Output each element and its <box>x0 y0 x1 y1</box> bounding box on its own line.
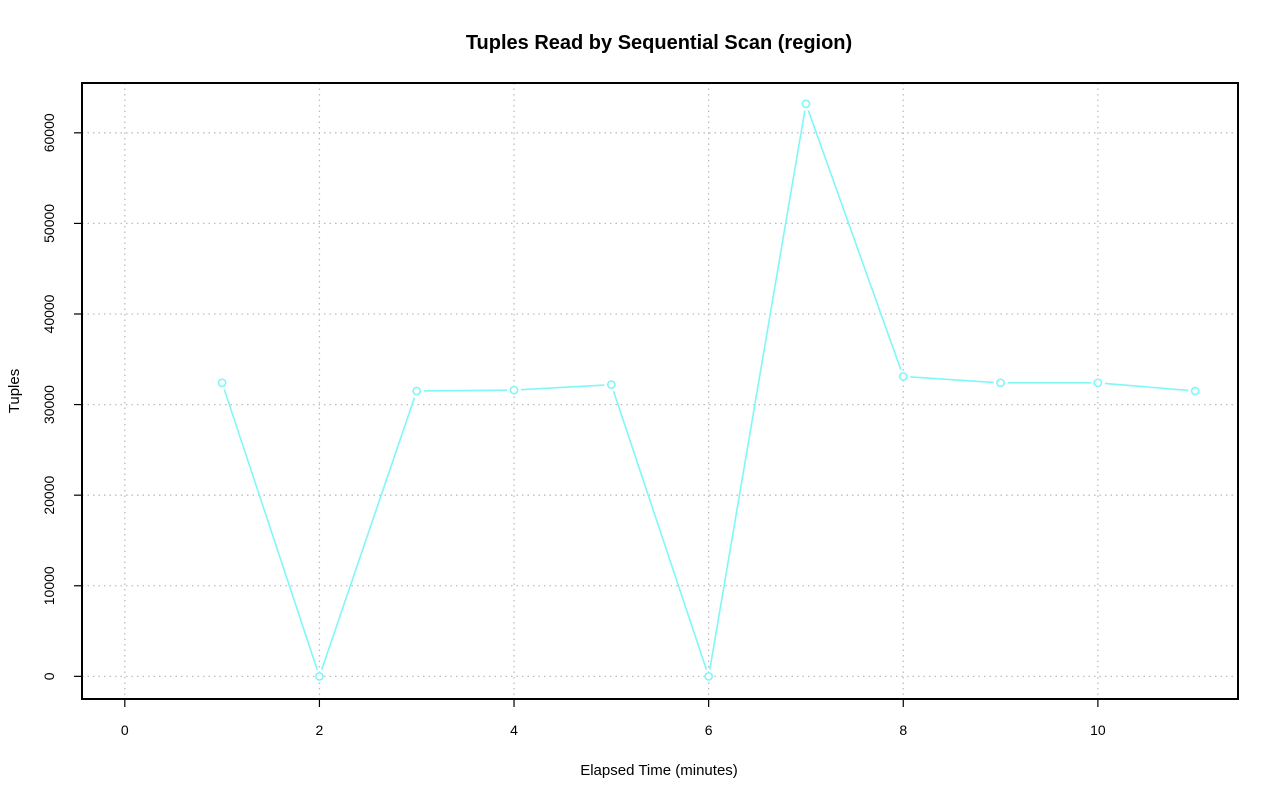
x-tick-label: 6 <box>705 722 713 738</box>
data-point <box>315 671 324 681</box>
data-point <box>509 385 519 395</box>
y-tick-label: 10000 <box>41 566 57 605</box>
series-line-segment <box>423 389 508 392</box>
series-line-segment <box>807 110 902 371</box>
chart-title: Tuples Read by Sequential Scan (region) <box>466 32 852 54</box>
y-tick-label: 60000 <box>41 113 57 152</box>
data-point <box>704 671 714 681</box>
series-line-segment <box>612 391 708 670</box>
y-tick-label: 50000 <box>41 204 57 243</box>
data-point <box>898 372 908 381</box>
x-tick-label: 10 <box>1090 722 1106 738</box>
data-point <box>217 378 227 388</box>
data-point <box>606 380 616 390</box>
data-point <box>1093 378 1103 388</box>
plot-frame <box>81 82 1239 700</box>
x-tick-label: 2 <box>316 722 324 738</box>
series-line-segment <box>520 384 605 391</box>
y-tick-label: 40000 <box>41 294 57 333</box>
x-tick-label: 8 <box>899 722 907 738</box>
data-point <box>412 386 422 396</box>
x-axis-label: Elapsed Time (minutes) <box>580 762 738 779</box>
data-point <box>801 99 811 109</box>
y-tick-label: 30000 <box>41 385 57 424</box>
series-line-segment <box>223 389 318 670</box>
x-axis: 0 2 4 6 8 10 <box>121 699 1106 738</box>
y-tick-label: 0 <box>41 672 57 680</box>
data-point <box>996 378 1005 388</box>
series-line-segment <box>910 376 994 384</box>
series-line-segment <box>1104 382 1189 392</box>
y-axis-label: Tuples <box>6 369 23 413</box>
x-tick-label: 4 <box>510 722 518 738</box>
y-axis: 0 10000 20000 30000 40000 50000 60000 <box>41 113 82 680</box>
x-tick-label: 0 <box>121 722 129 738</box>
series-line-segment <box>320 397 416 670</box>
y-tick-label: 20000 <box>41 476 57 515</box>
series-line-segment <box>709 110 806 670</box>
series-layer <box>217 99 1200 681</box>
data-point <box>1190 386 1200 396</box>
grid <box>82 83 1238 699</box>
